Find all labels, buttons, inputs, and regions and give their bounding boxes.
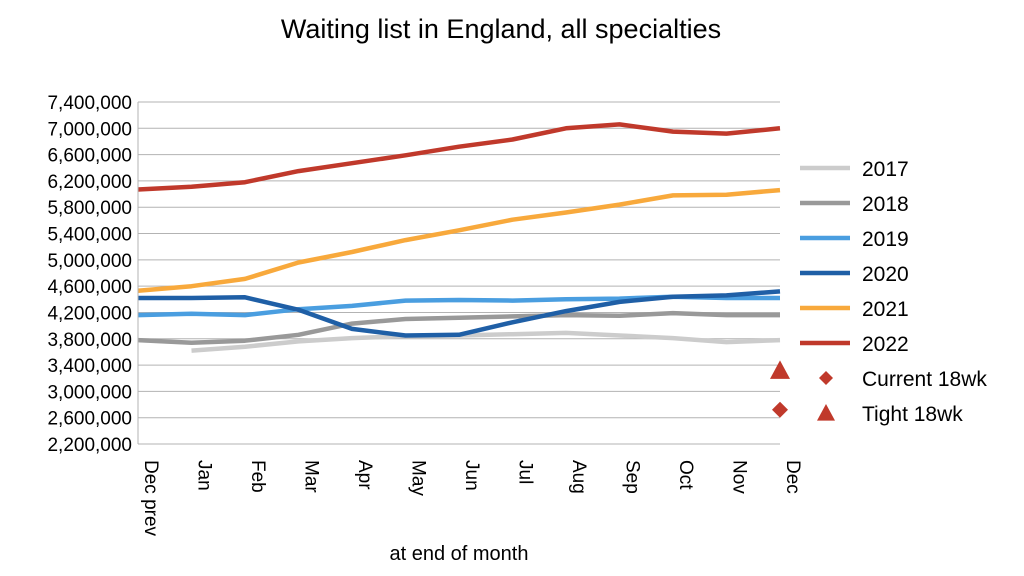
target-markers — [770, 360, 790, 418]
y-tick-label: 2,200,000 — [47, 435, 132, 456]
legend-label: 2017 — [862, 158, 909, 181]
series-line-2022 — [137, 122, 781, 192]
x-tick-label: Mar — [301, 460, 322, 493]
x-tick-label: May — [408, 460, 429, 496]
legend-marker-diamond — [819, 371, 833, 385]
series-line-2021 — [137, 187, 781, 294]
y-tick-label: 4,600,000 — [47, 277, 132, 298]
marker-triangle — [770, 360, 790, 379]
y-tick-label: 7,400,000 — [47, 93, 132, 114]
x-tick-label: Apr — [354, 460, 375, 490]
y-tick-label: 2,600,000 — [47, 409, 132, 430]
y-tick-label: 3,400,000 — [47, 356, 132, 377]
y-tick-label: 4,200,000 — [47, 303, 132, 324]
legend-label: 2018 — [862, 193, 909, 216]
series-lines — [137, 122, 781, 353]
x-tick-label: Oct — [675, 460, 696, 490]
legend: 2017 2018 2019 2020 2021 2022 Current 18wk Tigh… — [800, 158, 987, 426]
x-tick-label: Nov — [729, 460, 750, 494]
y-tick-label: 6,600,000 — [47, 146, 132, 167]
x-tick-label: Sep — [622, 460, 643, 494]
x-tick-label: Jul — [515, 460, 536, 484]
y-tick-label: 5,000,000 — [47, 251, 132, 272]
legend-label: 2021 — [862, 298, 909, 321]
y-tick-label: 3,800,000 — [47, 330, 132, 351]
series-line-2018 — [137, 310, 780, 345]
legend-label: 2019 — [862, 228, 909, 251]
legend-label: Tight 18wk — [862, 403, 963, 426]
y-tick-label: 3,000,000 — [47, 382, 132, 403]
marker-diamond — [772, 401, 788, 418]
x-axis-title: at end of month — [390, 543, 529, 565]
y-tick-label: 5,800,000 — [47, 198, 132, 219]
x-tick-label: Dec prev — [140, 460, 161, 537]
x-tick-label: Jan — [194, 460, 215, 491]
x-axis-tick-labels: Dec prev Jan Feb Mar Apr May Jun Jul Aug Sep Oct No… — [140, 460, 803, 537]
x-tick-label: Dec — [782, 460, 803, 494]
x-tick-label: Feb — [247, 460, 268, 493]
x-tick-label: Jun — [461, 460, 482, 491]
legend-marker-triangle — [817, 404, 835, 421]
x-tick-label: Aug — [568, 460, 589, 494]
gridlines — [138, 101, 780, 445]
series-line-2017 — [191, 330, 781, 353]
y-tick-label: 7,000,000 — [47, 119, 132, 140]
y-tick-label: 5,400,000 — [47, 225, 132, 246]
series-line-2020 — [138, 289, 781, 338]
chart-title: Waiting list in England, all specialties — [281, 14, 721, 44]
legend-label: Current 18wk — [862, 368, 987, 391]
legend-label: 2020 — [862, 263, 909, 286]
y-axis-tick-labels: 2,200,000 2,600,000 3,000,000 3,400,000 3,80… — [47, 93, 132, 456]
y-tick-label: 6,200,000 — [47, 172, 132, 193]
legend-label: 2022 — [862, 333, 909, 356]
